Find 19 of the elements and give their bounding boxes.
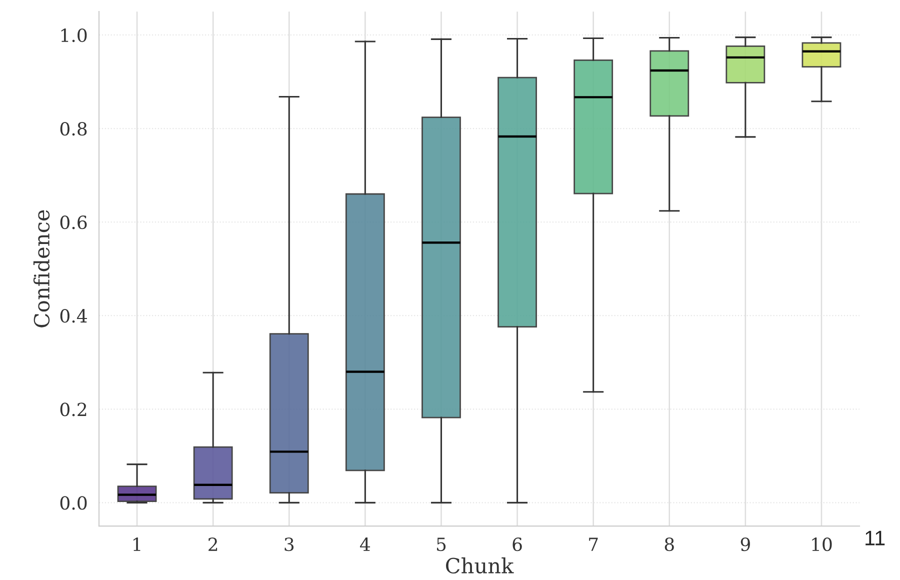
x-tick-label: 5	[437, 538, 446, 552]
y-tick-label: 0.6	[60, 216, 87, 230]
x-tick-label: 8	[664, 537, 674, 552]
y-tick-label: 0.4	[60, 309, 87, 323]
x-tick-label: 10	[812, 537, 832, 552]
x-tick-label: 2	[208, 537, 218, 551]
x-tick-label: 6	[512, 537, 522, 552]
y-tick-label: 0.8	[60, 122, 87, 136]
x-tick-label: 4	[360, 537, 370, 551]
x-axis-title: Chunk	[446, 557, 514, 574]
x-tick-label: 3	[284, 537, 294, 552]
y-axis-title: Confidence	[33, 210, 50, 328]
text: 11	[866, 530, 885, 546]
x-tick-label: 7	[589, 538, 598, 551]
x-tick-label: 9	[740, 537, 750, 552]
y-tick-label: 0.0	[60, 496, 87, 510]
y-tick-label: 1.0	[61, 28, 87, 42]
y-tick-label: 0.2	[60, 402, 86, 416]
x-tick-label: 1	[133, 537, 140, 551]
